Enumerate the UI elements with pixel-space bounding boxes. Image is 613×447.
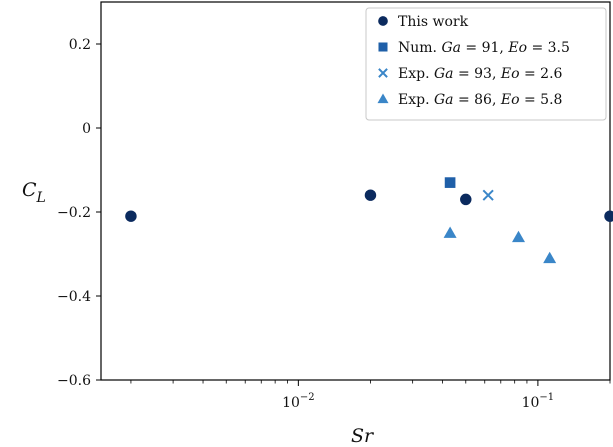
legend-marker-exp-ga86 — [377, 93, 389, 104]
legend-marker-exp-ga93 — [378, 68, 388, 78]
point-exp-ga86-1 — [512, 230, 526, 243]
point-exp-ga86-0 — [443, 226, 457, 238]
x-axis-title: Sr — [351, 425, 375, 447]
point-exp-ga86-2 — [543, 251, 557, 264]
x-tick-label-1: 10−1 — [522, 392, 555, 411]
legend-label-num-ga91: Num. Ga = 91, Eo = 3.5 — [398, 40, 570, 56]
point-this-work-2 — [460, 193, 472, 206]
point-num-ga91-0 — [444, 177, 456, 188]
legend-label-exp-ga93: Exp. Ga = 93, Eo = 2.6 — [398, 66, 563, 82]
point-this-work-1 — [364, 189, 377, 201]
legend-box — [365, 7, 607, 121]
y-tick-label-3: −0.4 — [57, 289, 91, 305]
point-this-work-3 — [604, 210, 613, 222]
plot-frame — [100, 1, 611, 381]
point-exp-ga93-0 — [482, 189, 494, 201]
data-points — [125, 177, 613, 264]
legend-label-exp-ga86: Exp. Ga = 86, Eo = 5.8 — [398, 92, 562, 108]
y-tick-label-0: 0.2 — [69, 37, 91, 53]
legend-marker-num-ga91 — [378, 42, 388, 52]
axis-ticks: 0.2 0 −0.2 −0.4 −0.6 10−2 10−1 — [57, 37, 611, 411]
legend-label-this-work: This work — [398, 14, 469, 30]
y-tick-label-1: 0 — [82, 121, 91, 137]
y-axis-title-base: C — [22, 179, 37, 201]
y-tick-label-4: −0.6 — [57, 373, 91, 389]
legend: This work Num. Ga = 91, Eo = 3.5 Exp. Ga =… — [365, 7, 607, 121]
x-tick-label-0: 10−2 — [282, 392, 315, 411]
y-axis-title: CL — [22, 179, 46, 206]
y-tick-label-2: −0.2 — [57, 205, 91, 221]
legend-marker-this-work — [378, 16, 388, 26]
y-axis-title-sub: L — [36, 190, 46, 206]
point-this-work-0 — [125, 210, 137, 222]
